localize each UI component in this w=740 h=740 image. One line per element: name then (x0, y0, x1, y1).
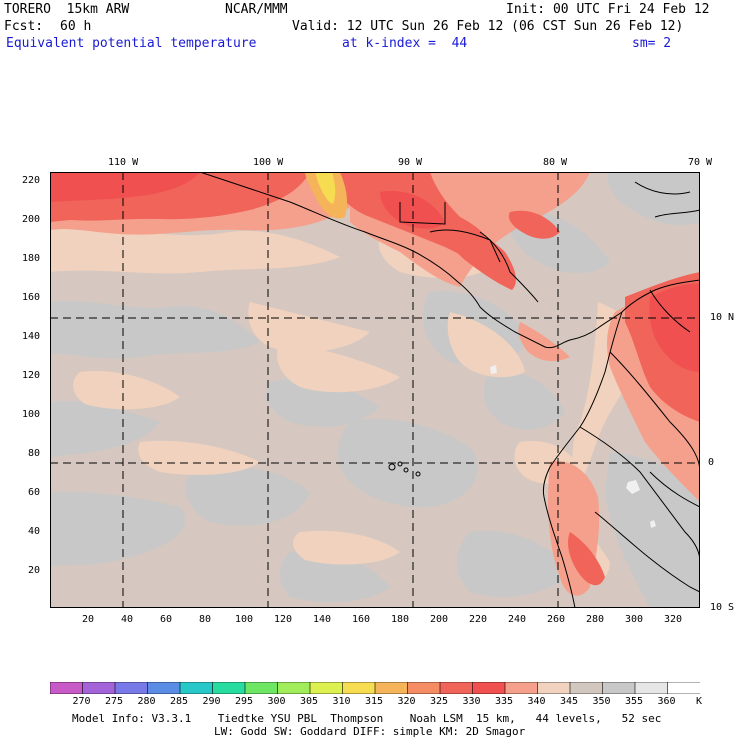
colorbar-swatch (374, 682, 409, 694)
y-tick: 220 (22, 175, 41, 186)
colorbar-unit: K (696, 696, 703, 707)
colorbar-label: 320 (397, 696, 416, 707)
y-tick: 20 (28, 565, 41, 576)
model-title: TORERO 15km ARW (4, 2, 130, 17)
colorbar-label: 355 (625, 696, 644, 707)
colorbar-label: 340 (527, 696, 546, 707)
forecast-label: Fcst: (4, 19, 44, 34)
graticule (50, 172, 700, 608)
y-tick: 80 (28, 448, 41, 459)
x-tick: 80 (199, 614, 212, 625)
x-tick: 220 (469, 614, 488, 625)
level-info: at k-index = 44 (342, 36, 468, 51)
y-tick: 200 (22, 214, 41, 225)
x-tick: 280 (586, 614, 605, 625)
colorbar-label: 345 (560, 696, 579, 707)
lat-label-10n: 10 N (710, 312, 735, 323)
x-tick: 260 (547, 614, 566, 625)
colorbar-swatch (407, 682, 441, 694)
lon-label-90w: 90 W (398, 157, 423, 168)
y-tick: 120 (22, 370, 41, 381)
x-tick: 40 (121, 614, 134, 625)
colorbar-swatch (634, 682, 669, 694)
colorbar-label: 305 (300, 696, 319, 707)
y-tick: 100 (22, 409, 41, 420)
lon-label-70w: 70 W (688, 157, 713, 168)
colorbar-swatch (472, 682, 506, 694)
valid-time: Valid: 12 UTC Sun 26 Feb 12 (06 CST Sun … (292, 19, 684, 34)
colorbar-swatch (342, 682, 376, 694)
colorbar-label: 360 (657, 696, 676, 707)
y-tick: 60 (28, 487, 41, 498)
y-tick: 140 (22, 331, 41, 342)
field-dark-red-patches (50, 172, 700, 372)
y-tick: 40 (28, 526, 41, 537)
forecast-hours: 60 h (60, 19, 92, 34)
colorbar-swatch (179, 682, 214, 694)
colorbar-swatch (439, 682, 474, 694)
x-tick: 300 (625, 614, 644, 625)
colorbar-swatch (537, 682, 571, 694)
x-tick: 60 (160, 614, 173, 625)
y-tick: 180 (22, 253, 41, 264)
colorbar-label: 315 (365, 696, 384, 707)
smoothing-info: sm= 2 (632, 36, 672, 51)
colorbar-swatch (277, 682, 311, 694)
field-name: Equivalent potential temperature (6, 36, 257, 51)
init-time: Init: 00 UTC Fri 24 Feb 12 (506, 2, 710, 17)
colorbar-swatch (114, 682, 149, 694)
lat-label-0: 0 (708, 457, 715, 468)
lon-label-110w: 110 W (108, 157, 139, 168)
x-tick: 160 (352, 614, 371, 625)
colorbar-label: 285 (170, 696, 189, 707)
colorbar-label: 280 (137, 696, 156, 707)
field-white-spots (490, 365, 656, 528)
x-tick: 120 (274, 614, 293, 625)
x-tick: 180 (391, 614, 410, 625)
colorbar-label: 330 (462, 696, 481, 707)
x-tick: 140 (313, 614, 332, 625)
y-tick: 160 (22, 292, 41, 303)
colorbar-label: 300 (267, 696, 286, 707)
x-tick: 320 (664, 614, 683, 625)
colorbar-swatch (50, 682, 84, 694)
colorbar-swatch (667, 682, 700, 694)
colorbar-label: 275 (105, 696, 124, 707)
coastlines (199, 172, 700, 608)
colorbar-swatch (244, 682, 279, 694)
institution-label: NCAR/MMM (225, 2, 288, 17)
colorbar-label: 350 (592, 696, 611, 707)
colorbar-label: 325 (430, 696, 449, 707)
theta-e-map (50, 172, 700, 608)
colorbar-label: 310 (332, 696, 351, 707)
map-frame (50, 172, 700, 608)
model-physics: LW: Godd SW: Goddard DIFF: simple KM: 2D… (214, 725, 526, 738)
colorbar-swatch (212, 682, 246, 694)
colorbar-label: 335 (495, 696, 514, 707)
lon-label-100w: 100 W (253, 157, 284, 168)
colorbar-swatch (147, 682, 181, 694)
colorbar-swatch (309, 682, 344, 694)
colorbar-swatch (569, 682, 604, 694)
colorbar-label: 295 (235, 696, 254, 707)
colorbar-swatch (82, 682, 116, 694)
lat-label-10s: 10 S (710, 602, 735, 613)
field-hot-spot (305, 172, 348, 219)
x-tick: 240 (508, 614, 527, 625)
x-tick: 20 (82, 614, 95, 625)
lon-label-80w: 80 W (543, 157, 568, 168)
x-tick: 100 (235, 614, 254, 625)
x-tick: 200 (430, 614, 449, 625)
colorbar-swatch (602, 682, 636, 694)
galapagos-islands (388, 461, 421, 477)
colorbar-label: 290 (202, 696, 221, 707)
colorbar-swatch (504, 682, 539, 694)
colorbar (50, 682, 700, 694)
model-info: Model Info: V3.3.1 Tiedtke YSU PBL Thomp… (72, 712, 662, 725)
colorbar-label: 270 (72, 696, 91, 707)
